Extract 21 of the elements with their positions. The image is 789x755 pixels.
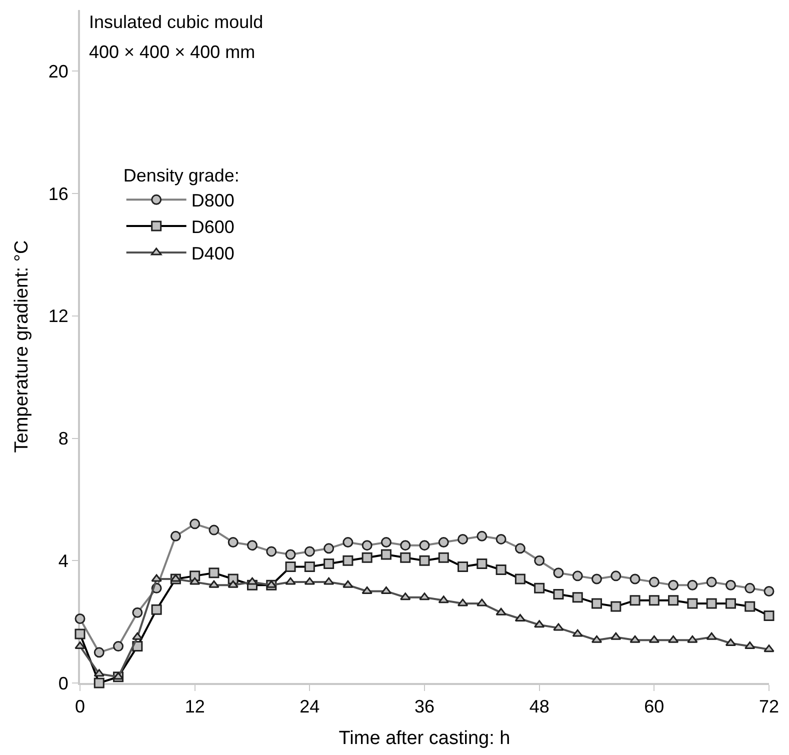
x-tick-label: 12	[184, 696, 205, 717]
x-tick-label: 48	[529, 696, 550, 717]
y-axis-title: Temperature gradient: °C	[12, 240, 33, 453]
y-tick-label: 0	[58, 673, 68, 694]
y-tick-label: 12	[48, 306, 68, 326]
legend-label: D400	[191, 243, 234, 264]
annotation: 400 × 400 × 400 mm	[89, 42, 256, 62]
annotation: Insulated cubic mould	[89, 12, 264, 32]
y-tick-label: 20	[48, 61, 68, 82]
x-tick-label: 60	[644, 696, 664, 717]
x-tick-label: 0	[74, 696, 86, 717]
x-tick-label: 36	[414, 696, 435, 717]
x-tick-label: 72	[758, 696, 780, 717]
y-tick-label: 4	[58, 550, 68, 571]
x-axis-title: Time after casting: h	[338, 728, 510, 749]
legend-label: D600	[191, 217, 234, 238]
legend-label: D800	[191, 190, 234, 211]
legend-title: Density grade:	[123, 165, 240, 186]
y-tick-label: 8	[58, 428, 68, 449]
x-tick-label: 24	[300, 696, 320, 717]
y-tick-label: 16	[48, 184, 68, 204]
